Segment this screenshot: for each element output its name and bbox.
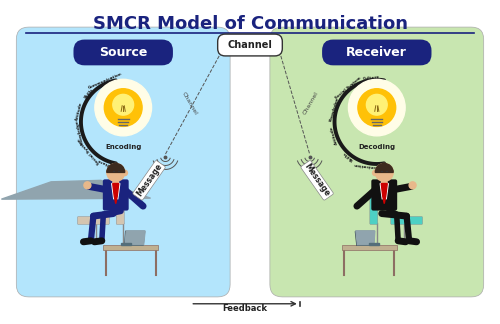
FancyBboxPatch shape bbox=[390, 216, 422, 225]
FancyBboxPatch shape bbox=[74, 40, 173, 65]
Wedge shape bbox=[376, 164, 393, 172]
Text: Skills: Skills bbox=[84, 87, 94, 99]
Text: Communication: Communication bbox=[88, 72, 123, 90]
FancyBboxPatch shape bbox=[116, 190, 124, 225]
Circle shape bbox=[84, 182, 91, 189]
Text: Attitude: Attitude bbox=[329, 125, 338, 145]
FancyBboxPatch shape bbox=[381, 177, 388, 183]
Text: Social System: Social System bbox=[77, 137, 101, 164]
Wedge shape bbox=[107, 164, 124, 172]
Circle shape bbox=[95, 79, 152, 136]
Circle shape bbox=[358, 89, 396, 126]
Text: Knowledge: Knowledge bbox=[75, 119, 85, 145]
FancyBboxPatch shape bbox=[322, 40, 432, 65]
Text: Receiver: Receiver bbox=[346, 46, 407, 59]
Text: Encoding: Encoding bbox=[105, 144, 142, 150]
Circle shape bbox=[348, 79, 405, 136]
Text: Skills: Skills bbox=[342, 150, 354, 162]
Polygon shape bbox=[356, 231, 375, 245]
Circle shape bbox=[366, 94, 387, 115]
Text: Message: Message bbox=[134, 162, 164, 199]
FancyBboxPatch shape bbox=[342, 245, 396, 250]
FancyBboxPatch shape bbox=[112, 177, 119, 183]
Polygon shape bbox=[112, 181, 120, 199]
Polygon shape bbox=[113, 181, 118, 204]
FancyBboxPatch shape bbox=[104, 245, 158, 250]
Circle shape bbox=[113, 94, 134, 115]
Circle shape bbox=[409, 182, 416, 189]
Text: Source: Source bbox=[99, 46, 148, 59]
Circle shape bbox=[376, 164, 393, 181]
FancyBboxPatch shape bbox=[218, 34, 282, 56]
Polygon shape bbox=[356, 231, 374, 245]
Text: Culture: Culture bbox=[362, 75, 380, 81]
Text: Channel: Channel bbox=[302, 91, 320, 116]
Text: Decoding: Decoding bbox=[358, 144, 396, 150]
Text: Channel: Channel bbox=[180, 91, 198, 116]
Polygon shape bbox=[125, 231, 145, 245]
Text: SMCR Model of Communication: SMCR Model of Communication bbox=[92, 15, 407, 33]
Text: Channel: Channel bbox=[228, 40, 272, 50]
Text: Communication: Communication bbox=[353, 162, 390, 170]
Circle shape bbox=[122, 170, 128, 176]
Polygon shape bbox=[382, 181, 387, 204]
FancyBboxPatch shape bbox=[370, 190, 378, 225]
Circle shape bbox=[104, 89, 142, 126]
FancyBboxPatch shape bbox=[78, 216, 110, 225]
Text: Knowledge: Knowledge bbox=[328, 96, 340, 122]
Text: Culture: Culture bbox=[96, 157, 114, 168]
Text: Attitude: Attitude bbox=[76, 102, 84, 122]
Polygon shape bbox=[2, 180, 150, 199]
Text: Message: Message bbox=[302, 162, 332, 199]
FancyBboxPatch shape bbox=[103, 179, 128, 211]
FancyBboxPatch shape bbox=[270, 27, 484, 297]
Text: Feedback: Feedback bbox=[222, 304, 268, 313]
FancyBboxPatch shape bbox=[16, 27, 230, 297]
Text: Social System: Social System bbox=[334, 75, 362, 100]
FancyBboxPatch shape bbox=[372, 179, 397, 211]
Circle shape bbox=[372, 170, 378, 176]
Polygon shape bbox=[380, 181, 388, 199]
Polygon shape bbox=[370, 243, 380, 245]
Polygon shape bbox=[124, 231, 144, 245]
Polygon shape bbox=[120, 243, 130, 245]
Circle shape bbox=[107, 164, 124, 181]
